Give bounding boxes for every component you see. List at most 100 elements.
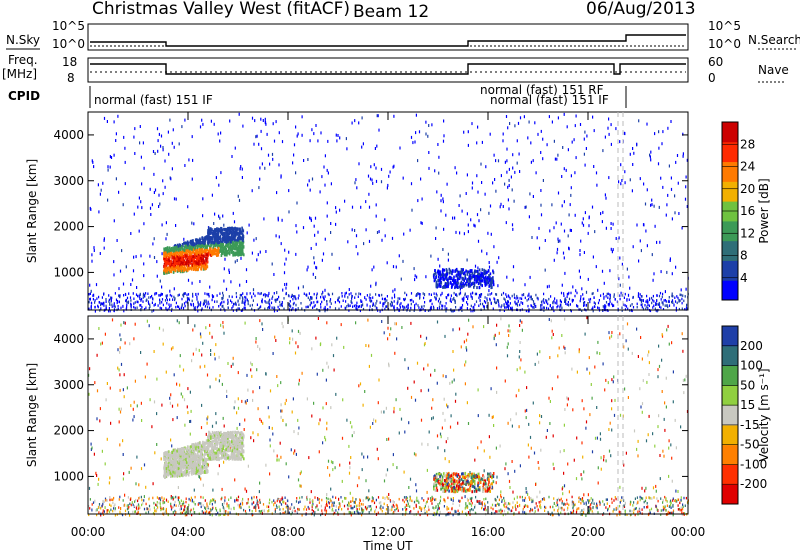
cpid-entry-1: normal (fast) 151 IF [94, 93, 213, 107]
velocity-noise-point [477, 414, 479, 418]
power-echo-point [216, 253, 218, 257]
power-noise-point [621, 179, 623, 182]
power-noise-point [686, 158, 688, 162]
power-near-range-point [433, 292, 435, 295]
velocity-noise-point [493, 424, 495, 427]
velocity-noise-point [592, 498, 594, 502]
power-near-range-point [530, 295, 532, 298]
power-noise-point [91, 259, 93, 263]
power-near-range-point [520, 301, 522, 304]
power-noise-point [191, 221, 193, 225]
power-echo-point [486, 271, 488, 275]
power-echo-point [195, 268, 197, 272]
power-near-range-point [473, 305, 475, 309]
power-near-range-point [369, 299, 371, 302]
power-noise-point [191, 281, 193, 285]
power-near-range-point [234, 302, 236, 306]
velocity-noise-point [396, 466, 398, 470]
power-echo-point [465, 269, 467, 273]
power-noise-point [441, 307, 443, 311]
velocity-near-range-point [527, 505, 529, 508]
velocity-noise-point [525, 416, 527, 420]
power-noise-point [107, 198, 109, 202]
power-noise-point [684, 197, 687, 201]
power-noise-point [122, 282, 125, 286]
power-noise-point [266, 132, 268, 136]
velocity-noise-point [179, 383, 181, 387]
power-near-range-point [515, 297, 517, 300]
power-noise-point [222, 214, 224, 218]
power-near-range-point [288, 302, 290, 306]
velocity-noise-point [104, 332, 106, 336]
power-near-range-point [505, 300, 507, 304]
power-near-range-point [572, 299, 574, 302]
velocity-noise-point [474, 504, 476, 508]
power-near-range-point [261, 299, 263, 303]
power-near-range-point [300, 302, 302, 305]
velocity-noise-point [508, 334, 510, 337]
power-near-range-point [147, 300, 149, 303]
power-near-range-point [208, 302, 210, 306]
velocity-noise-point [222, 324, 224, 328]
power-noise-point [542, 137, 544, 141]
velocity-noise-point [425, 336, 428, 340]
power-noise-point [295, 171, 297, 175]
velocity-noise-point [483, 449, 485, 453]
velocity-noise-point [658, 344, 660, 348]
power-near-range-point [345, 300, 347, 303]
velocity-noise-point [259, 417, 261, 421]
power-echo-point [217, 230, 219, 234]
velocity-noise-point [389, 333, 391, 337]
power-echo-point [204, 239, 207, 243]
power-near-range-point [410, 302, 412, 306]
power-echo-point [196, 252, 199, 256]
power-noise-point [557, 153, 559, 157]
power-near-range-point [341, 295, 343, 298]
velocity-near-range-point [321, 509, 323, 512]
power-noise-point [363, 242, 365, 246]
power-noise-point [447, 258, 449, 262]
power-echo-point [186, 246, 188, 250]
power-near-range-point [579, 299, 581, 303]
velocity-noise-point [596, 351, 598, 355]
power-near-range-point [463, 299, 465, 302]
power-near-range-point [97, 305, 99, 309]
velocity-noise-point [223, 424, 225, 428]
power-near-range-point [646, 301, 648, 304]
power-near-range-point [663, 299, 665, 302]
power-near-range-point [418, 292, 420, 296]
velocity-noise-point [223, 460, 225, 464]
power-noise-point [199, 125, 202, 129]
power-echo-point [196, 250, 198, 254]
power-echo-point [173, 254, 175, 258]
velocity-noise-point [294, 351, 297, 355]
power-near-range-point [384, 307, 386, 311]
power-near-range-point [125, 298, 127, 302]
power-near-range-point [607, 296, 609, 299]
power-echo-point [445, 276, 448, 280]
power-near-range-point [181, 304, 183, 308]
power-noise-point [619, 256, 621, 260]
power-noise-point [309, 216, 311, 220]
power-noise-point [324, 288, 326, 292]
power-echo-point [489, 278, 491, 282]
power-near-range-point [656, 309, 658, 313]
power-near-range-point [668, 300, 670, 304]
velocity-noise-point [469, 471, 471, 474]
velocity-noise-point [496, 390, 498, 394]
power-noise-point [173, 197, 176, 201]
velocity-noise-point [445, 375, 447, 379]
power-echo-point [239, 250, 242, 254]
power-echo-point [484, 271, 486, 275]
velocity-noise-point [119, 333, 121, 337]
power-echo-point [196, 257, 199, 261]
velocity-noise-point [179, 364, 181, 368]
velocity-noise-point [329, 473, 331, 477]
power-echo-point [433, 272, 435, 276]
velocity-near-range-point [516, 501, 518, 504]
velocity-noise-point [106, 437, 108, 441]
power-noise-point [115, 177, 117, 181]
velocity-noise-point [361, 468, 363, 472]
power-near-range-point [353, 304, 355, 308]
power-near-range-point [580, 297, 582, 301]
